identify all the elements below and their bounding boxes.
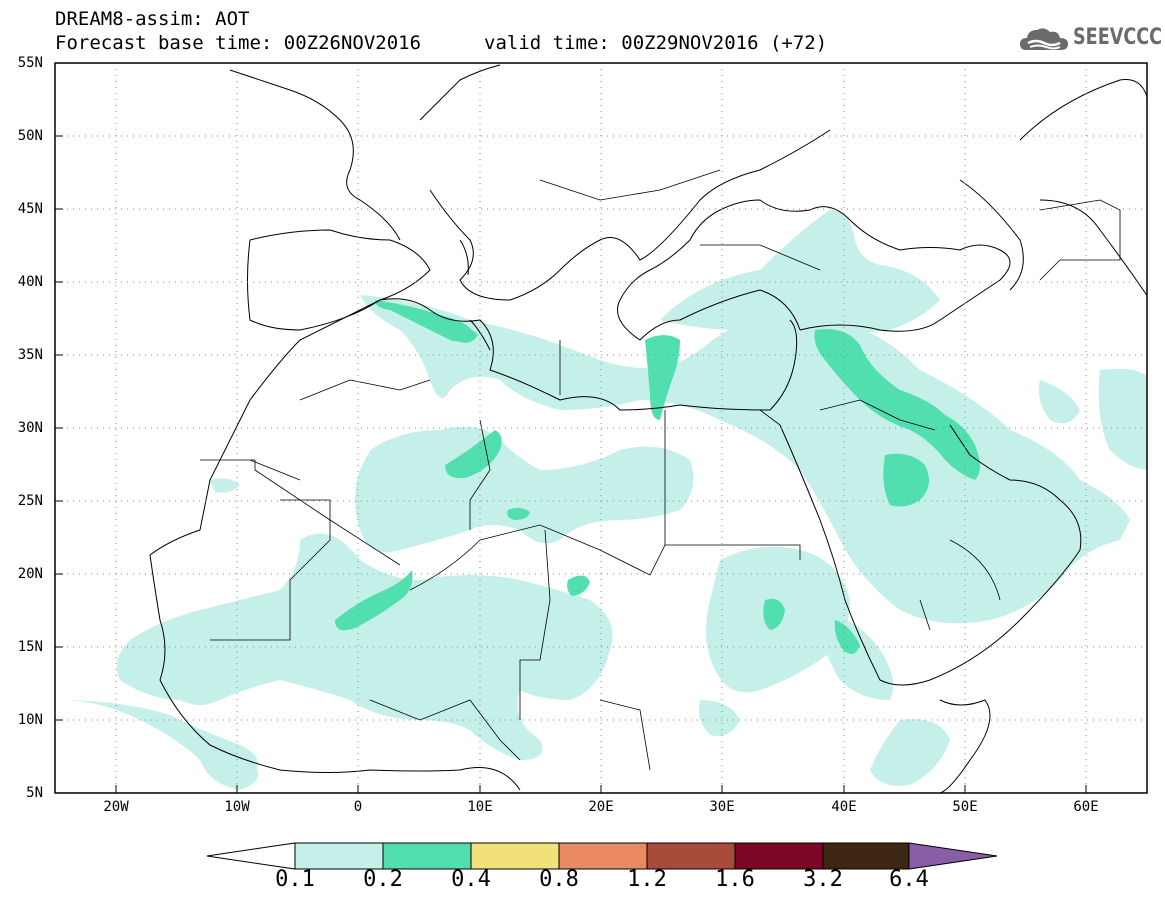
colorbar	[206, 842, 998, 870]
colorbar-segment	[558, 842, 648, 870]
colorbar-label: 3.2	[803, 867, 843, 892]
colorbar-label: 1.6	[715, 867, 755, 892]
colorbar-label: 0.2	[363, 867, 403, 892]
lat-label: 5N	[26, 785, 43, 801]
colorbar-segment	[470, 842, 560, 870]
logo-text: SEEVCCC	[1073, 25, 1163, 50]
coastlines	[149, 64, 1147, 793]
colorbar-segment	[822, 842, 910, 870]
lat-label: 35N	[17, 347, 43, 363]
lat-label: 20N	[17, 566, 43, 582]
lat-label: 40N	[17, 274, 43, 290]
lon-label: 30E	[709, 799, 735, 815]
forecast-base-time: Forecast base time: 00Z26NOV2016	[55, 32, 422, 54]
colorbar-label: 1.2	[627, 867, 667, 892]
colorbar-label: 0.4	[451, 867, 491, 892]
lon-label: 10E	[467, 799, 493, 815]
seevccc-logo: SEEVCCC	[1018, 22, 1162, 58]
valid-time: valid time: 00Z29NOV2016 (+72)	[484, 32, 828, 54]
colorbar-segment	[734, 842, 824, 870]
colorbar-segment	[646, 842, 736, 870]
lon-label: 20E	[588, 799, 614, 815]
colorbar-label: 0.8	[539, 867, 579, 892]
lat-label: 55N	[17, 55, 43, 71]
lat-label: 50N	[17, 128, 43, 144]
map-title: DREAM8-assim: AOT	[55, 8, 250, 30]
lon-label: 50E	[952, 799, 978, 815]
lon-label: 60E	[1073, 799, 1099, 815]
lat-label: 45N	[17, 201, 43, 217]
lat-label: 30N	[17, 420, 43, 436]
colorbar-label: 6.4	[889, 867, 929, 892]
graticule	[55, 63, 1147, 793]
cloud-icon	[1020, 28, 1068, 50]
lon-label: 20W	[103, 799, 129, 815]
aot-field	[60, 210, 1147, 790]
lat-label: 15N	[17, 639, 43, 655]
lon-label: 0	[353, 799, 363, 815]
colorbar-segment	[294, 842, 384, 870]
lat-label: 25N	[17, 493, 43, 509]
colorbar-segment	[382, 842, 472, 870]
lat-label: 10N	[17, 712, 43, 728]
axis-ticks	[55, 62, 1087, 793]
lon-label: 10W	[224, 799, 250, 815]
political-borders	[200, 169, 1121, 771]
colorbar-label: 0.1	[275, 867, 315, 892]
lon-label: 40E	[831, 799, 857, 815]
colorbar-under-triangle	[206, 842, 296, 870]
colorbar-over-triangle	[908, 842, 998, 870]
